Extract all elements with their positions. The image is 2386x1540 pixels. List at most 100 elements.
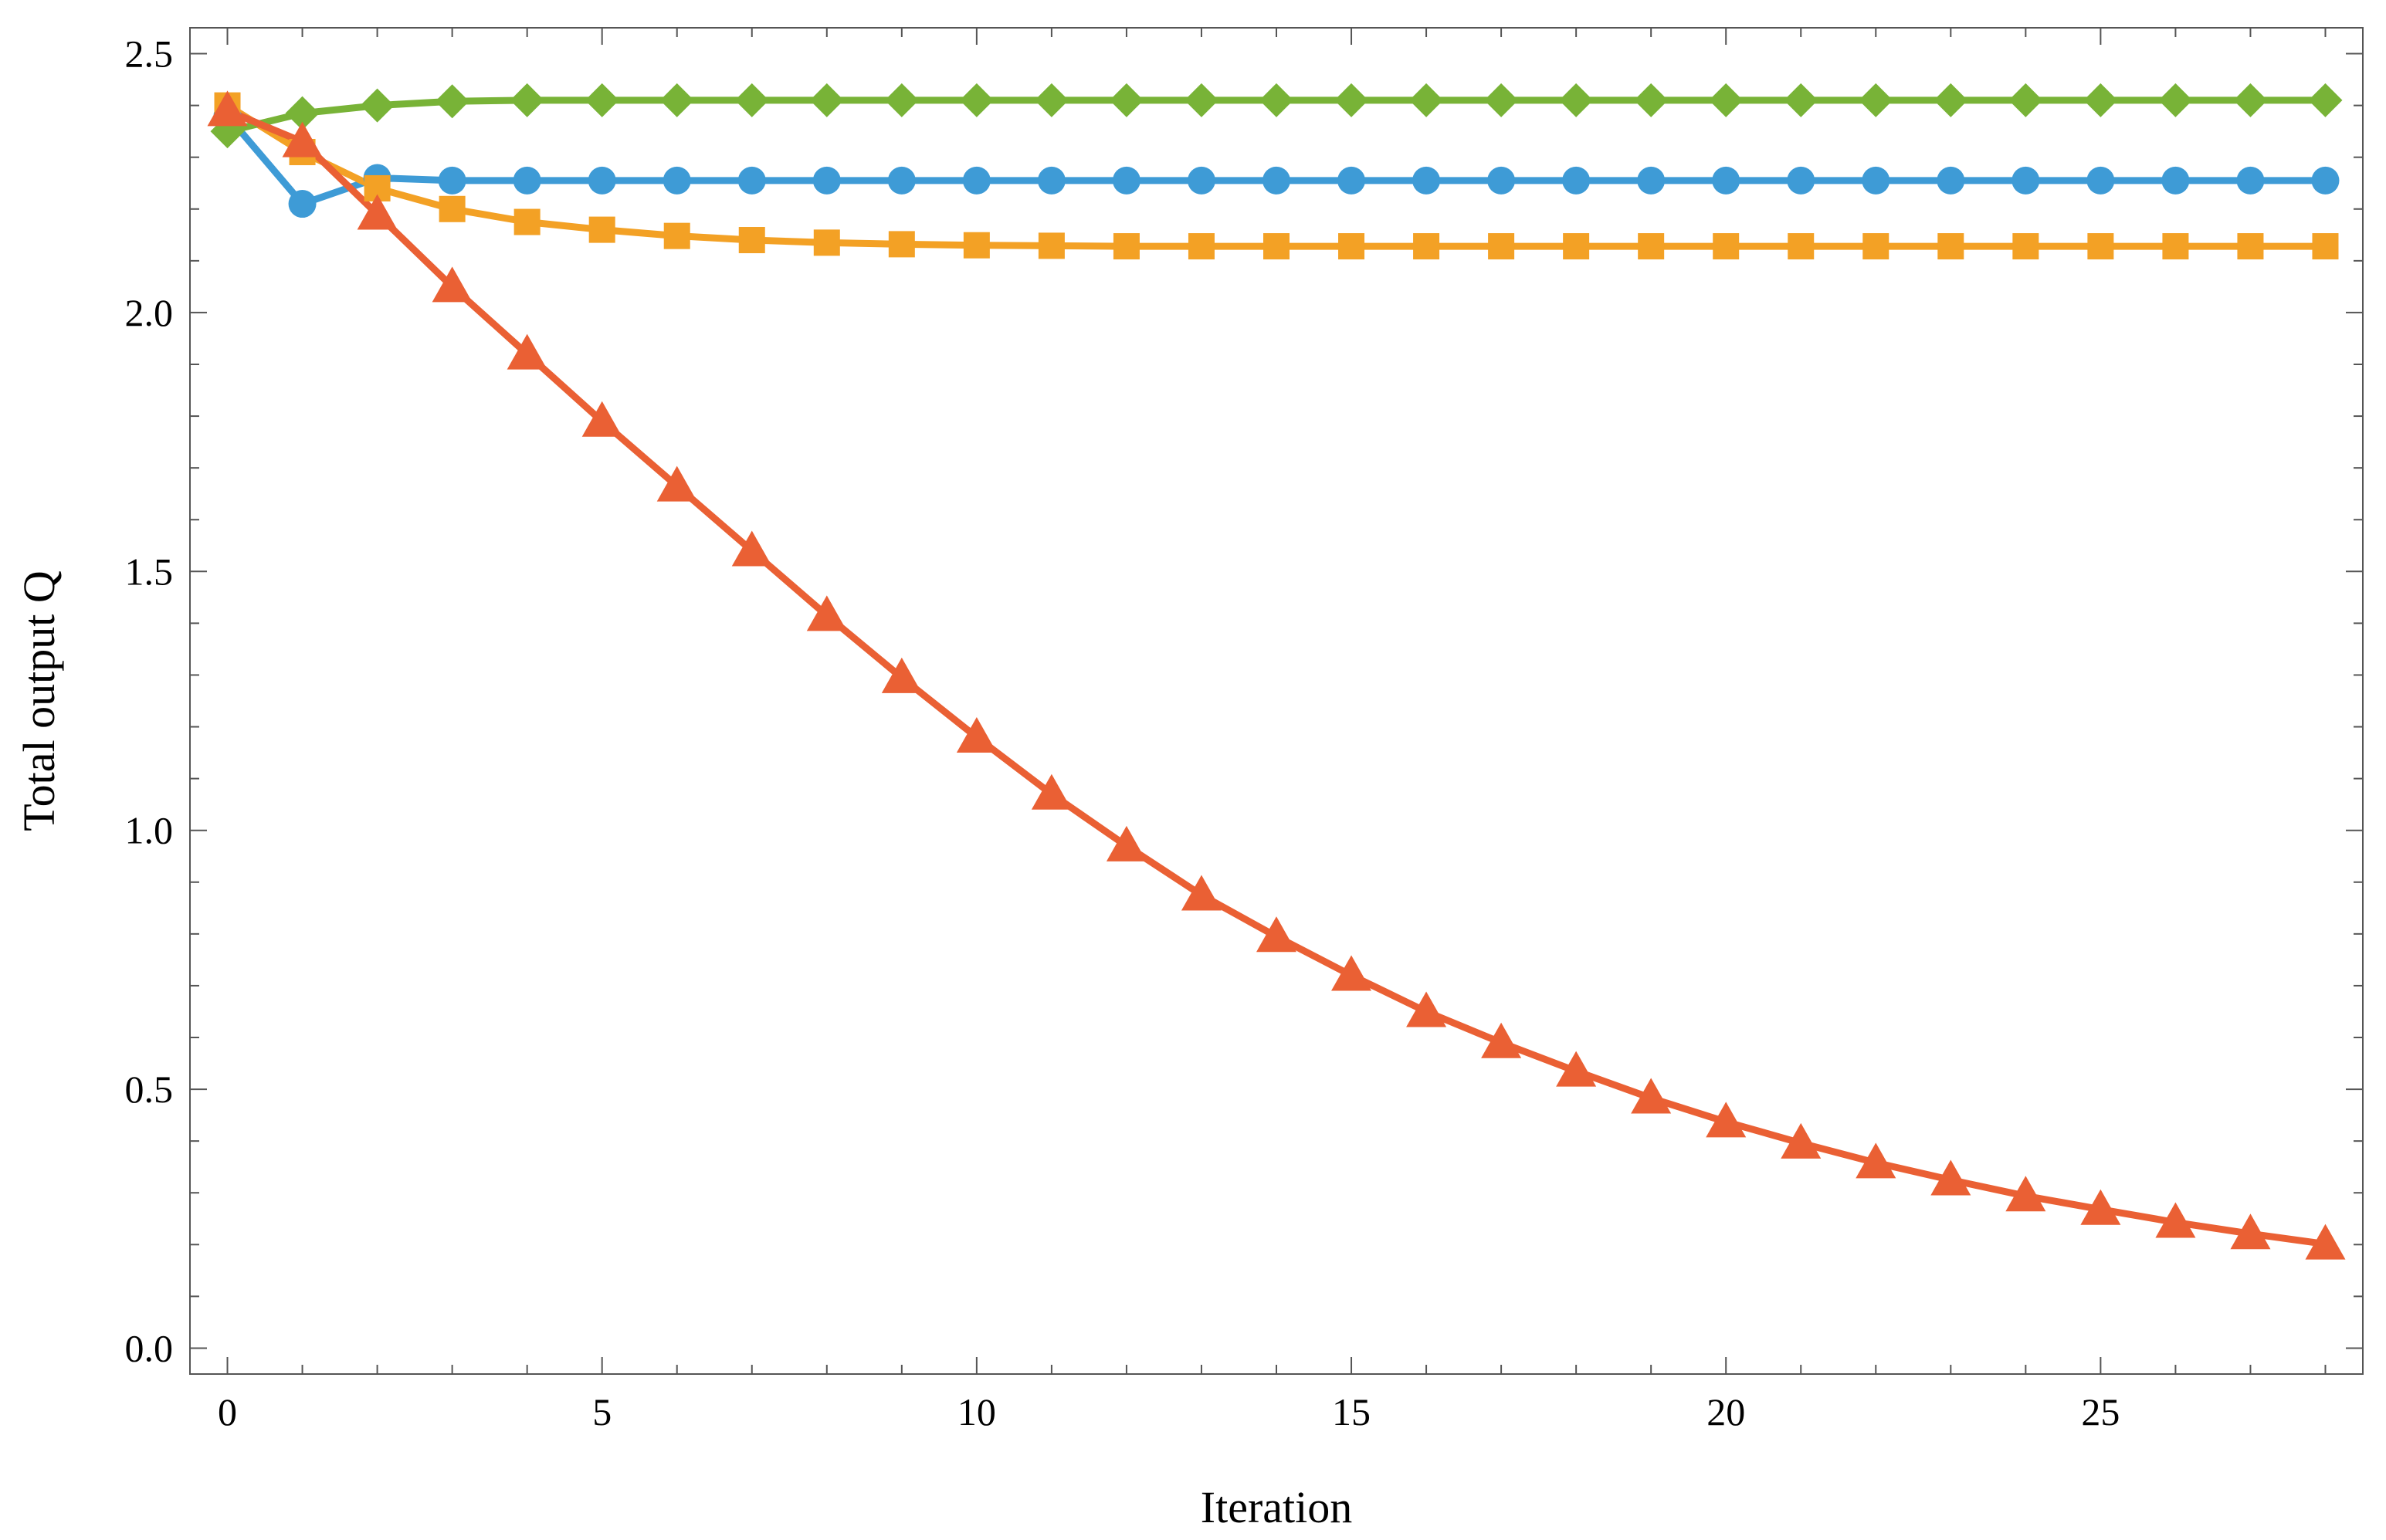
data-point-triangle: [581, 401, 622, 437]
data-point-square: [2012, 233, 2039, 260]
data-point-triangle: [2080, 1189, 2121, 1225]
data-point-circle: [1487, 166, 1516, 195]
data-point-diamond: [1484, 83, 1519, 117]
data-point-diamond: [734, 83, 769, 117]
data-point-triangle: [731, 530, 772, 567]
data-point-triangle: [1781, 1122, 1822, 1159]
x-tick-label: 25: [2081, 1390, 2120, 1433]
data-point-circle: [1187, 166, 1215, 195]
data-point-diamond: [2158, 83, 2193, 117]
data-point-triangle: [1031, 773, 1072, 810]
data-point-square: [1713, 233, 1740, 260]
data-point-triangle: [1631, 1078, 1672, 1114]
data-point-diamond: [884, 83, 919, 117]
data-point-diamond: [1709, 83, 1744, 117]
data-point-triangle: [1406, 991, 1447, 1027]
data-point-square: [1113, 233, 1140, 260]
data-point-square: [588, 216, 615, 243]
data-point-square: [2237, 233, 2264, 260]
data-point-square: [2162, 233, 2189, 260]
data-point-circle: [1337, 166, 1366, 195]
data-point-diamond: [2008, 83, 2043, 117]
y-tick-label: 0.0: [125, 1326, 174, 1369]
data-point-square: [1937, 233, 1964, 260]
data-point-circle: [438, 166, 466, 195]
data-point-circle: [1937, 166, 1965, 195]
data-point-triangle: [1930, 1159, 1971, 1196]
data-point-diamond: [1634, 83, 1669, 117]
data-point-square: [513, 208, 541, 235]
x-tick-label: 5: [592, 1390, 612, 1433]
data-point-circle: [663, 166, 691, 195]
data-point-diamond: [510, 83, 544, 117]
data-point-circle: [288, 190, 317, 218]
data-point-triangle: [282, 121, 323, 157]
data-point-triangle: [1331, 955, 1372, 991]
data-point-diamond: [285, 96, 320, 130]
data-point-diamond: [1034, 83, 1069, 117]
data-point-square: [813, 229, 840, 256]
data-point-circle: [812, 166, 841, 195]
data-point-diamond: [659, 83, 694, 117]
data-point-circle: [2236, 166, 2265, 195]
data-point-triangle: [1481, 1022, 1522, 1058]
data-point-triangle: [1181, 875, 1222, 911]
data-point-circle: [2086, 166, 2115, 195]
data-point-triangle: [207, 90, 248, 127]
data-point-diamond: [1859, 83, 1893, 117]
data-point-diamond: [585, 83, 619, 117]
data-point-square: [738, 227, 765, 254]
data-point-circle: [1037, 166, 1066, 195]
data-point-triangle: [2005, 1176, 2046, 1212]
data-point-square: [1638, 233, 1665, 260]
data-point-circle: [1112, 166, 1140, 195]
series-lines: [224, 96, 2329, 1248]
data-point-circle: [2011, 166, 2040, 195]
data-point-diamond: [1259, 83, 1293, 117]
x-tick-label: 20: [1706, 1390, 1745, 1433]
x-axis-title: Iteration: [1201, 1482, 1352, 1532]
data-point-triangle: [2155, 1202, 2196, 1238]
data-point-diamond: [2083, 83, 2118, 117]
tick-labels: 0 5 10 15 20 25 0.0 0.5 1.0 1.5 2.0 2.5: [125, 32, 2120, 1433]
data-point-triangle: [956, 716, 997, 753]
y-axis-title: Total output Q: [14, 570, 64, 831]
data-point-diamond: [1934, 83, 1968, 117]
data-point-square: [1188, 233, 1215, 260]
data-point-square: [439, 195, 466, 222]
data-point-triangle: [2230, 1213, 2271, 1250]
data-point-circle: [1862, 166, 1890, 195]
data-point-triangle: [432, 266, 473, 303]
data-point-circle: [1412, 166, 1441, 195]
data-point-square: [1338, 233, 1365, 260]
data-point-circle: [1562, 166, 1591, 195]
data-point-circle: [887, 166, 916, 195]
data-point-square: [963, 232, 990, 259]
data-point-square: [1263, 233, 1290, 260]
x-tick-label: 15: [1332, 1390, 1371, 1433]
data-point-circle: [588, 166, 616, 195]
data-point-square: [888, 231, 915, 258]
data-point-triangle: [806, 595, 847, 631]
data-point-circle: [1262, 166, 1290, 195]
data-point-square: [663, 222, 690, 249]
data-point-triangle: [1106, 825, 1147, 861]
data-point-triangle: [507, 333, 547, 370]
data-point-square: [1488, 233, 1515, 260]
data-point-diamond: [1784, 83, 1818, 117]
y-tick-label: 0.5: [125, 1068, 174, 1111]
y-tick-label: 2.5: [125, 32, 174, 76]
y-tick-label: 2.0: [125, 291, 174, 334]
data-point-triangle: [1706, 1102, 1747, 1138]
data-point-triangle: [881, 657, 922, 693]
data-point-square: [2087, 233, 2114, 260]
data-point-circle: [1787, 166, 1815, 195]
data-point-triangle: [656, 465, 697, 502]
data-point-diamond: [360, 88, 395, 123]
data-point-circle: [962, 166, 991, 195]
data-point-circle: [2161, 166, 2190, 195]
data-point-circle: [1712, 166, 1740, 195]
data-point-circle: [1637, 166, 1666, 195]
data-point-diamond: [1334, 83, 1369, 117]
series-markers: [207, 83, 2346, 1260]
